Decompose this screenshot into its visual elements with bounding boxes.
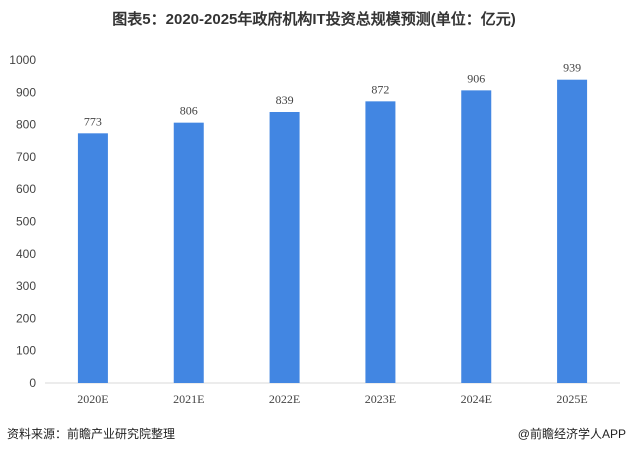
data-label: 839 xyxy=(276,93,294,107)
data-label: 872 xyxy=(371,82,389,96)
x-tick-label: 2022E xyxy=(269,392,300,406)
y-tick-label: 500 xyxy=(16,215,36,229)
y-tick-label: 700 xyxy=(16,150,36,164)
x-tick-label: 2024E xyxy=(461,392,492,406)
credit-note: @前瞻经济学人APP xyxy=(517,427,626,441)
y-tick-label: 200 xyxy=(16,311,36,325)
y-tick-label: 300 xyxy=(16,279,36,293)
y-tick-label: 1000 xyxy=(9,53,36,67)
bar xyxy=(77,133,108,383)
bar xyxy=(461,90,492,383)
x-tick-label: 2025E xyxy=(556,392,587,406)
y-tick-label: 800 xyxy=(16,118,36,132)
data-label: 939 xyxy=(563,61,581,75)
bar xyxy=(365,101,396,384)
chart-title: 图表5：2020-2025年政府机构IT投资总规模预测(单位：亿元) xyxy=(112,11,516,28)
y-tick-label: 400 xyxy=(16,247,36,261)
y-tick-label: 0 xyxy=(29,376,36,390)
y-tick-label: 900 xyxy=(16,85,36,99)
source-note: 资料来源：前瞻产业研究院整理 xyxy=(7,427,176,441)
data-label: 906 xyxy=(467,71,485,85)
bar xyxy=(557,79,588,383)
y-tick-label: 100 xyxy=(16,344,36,358)
bar xyxy=(269,112,300,384)
x-tick-label: 2023E xyxy=(365,392,396,406)
y-tick-label: 600 xyxy=(16,182,36,196)
data-label: 773 xyxy=(84,114,102,128)
x-tick-label: 2020E xyxy=(77,392,108,406)
data-label: 806 xyxy=(180,104,198,118)
x-tick-label: 2021E xyxy=(173,392,204,406)
bar xyxy=(173,122,204,384)
